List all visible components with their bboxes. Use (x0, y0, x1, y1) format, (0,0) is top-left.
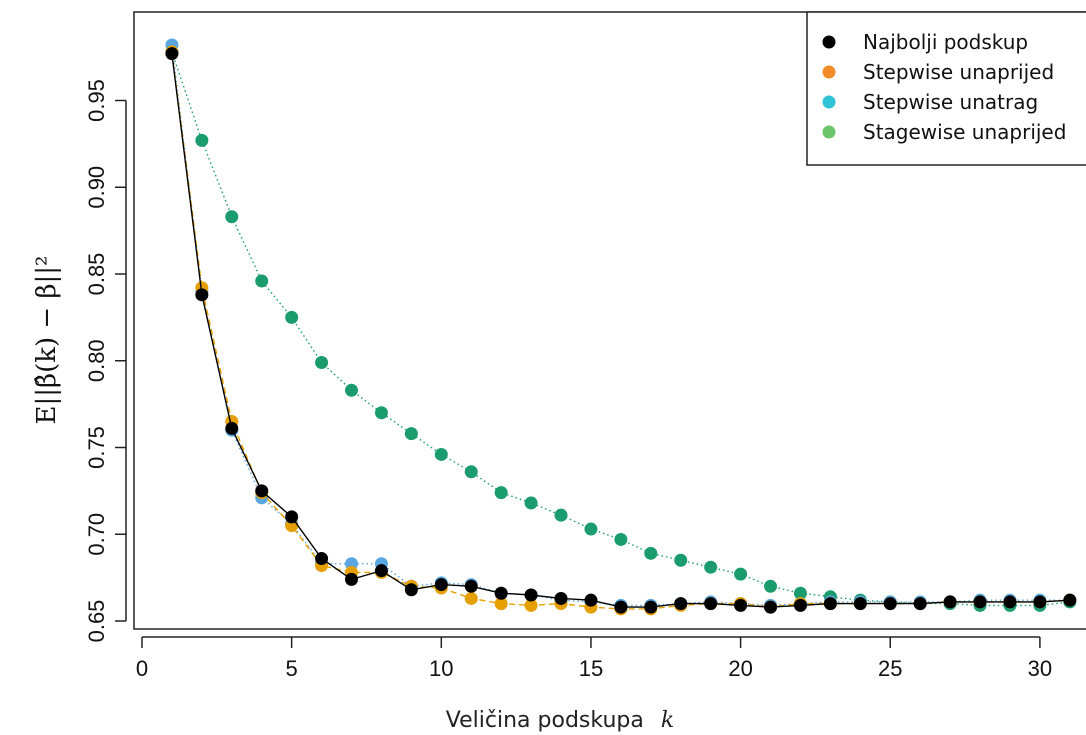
data-point (704, 560, 718, 574)
legend-label: Najbolji podskup (863, 30, 1028, 54)
x-tick-label: 5 (286, 656, 298, 681)
data-point (1003, 595, 1017, 609)
y-tick-label: 0.85 (84, 253, 109, 296)
y-axis-title: E||β̂(k) − β||² (32, 256, 62, 425)
data-point (883, 597, 897, 611)
legend-marker (822, 35, 836, 49)
data-point (1033, 595, 1047, 609)
y-tick-label: 0.80 (84, 339, 109, 382)
data-point (494, 586, 508, 600)
legend-marker (822, 125, 836, 139)
data-point (195, 288, 209, 302)
data-point (793, 586, 807, 600)
x-axis-symbol: k (661, 708, 674, 733)
x-axis: 0 5 10 15 20 25 30 (136, 636, 1052, 681)
legend-marker (822, 95, 836, 109)
data-point (315, 552, 329, 566)
legend-label: Stepwise unatrag (863, 90, 1038, 114)
y-tick-label: 0.70 (84, 513, 109, 556)
data-point (734, 598, 748, 612)
data-point (943, 595, 957, 609)
legend-label: Stepwise unaprijed (863, 60, 1054, 84)
legend-marker (822, 65, 836, 79)
y-tick-label: 0.95 (84, 79, 109, 122)
x-axis-title: Veličina podskupa k (446, 708, 674, 733)
data-point (404, 427, 418, 441)
y-tick-label: 0.75 (84, 426, 109, 469)
data-point (734, 567, 748, 581)
series-3 (165, 47, 1077, 614)
data-point (165, 47, 179, 61)
data-point (285, 510, 299, 524)
legend-items: Najbolji podskup Stepwise unaprijed Stepwi… (822, 30, 1066, 144)
data-point (584, 522, 598, 536)
data-point (374, 564, 388, 578)
data-point (674, 553, 688, 567)
data-point (554, 591, 568, 605)
legend-label: Stagewise unaprijed (863, 120, 1066, 144)
data-point (1063, 593, 1077, 607)
x-tick-label: 15 (579, 656, 603, 681)
data-point (434, 578, 448, 592)
data-point (554, 508, 568, 522)
legend: Najbolji podskup Stepwise unaprijed Stepwi… (806, 11, 1086, 166)
x-tick-label: 0 (136, 656, 148, 681)
data-point (464, 465, 478, 479)
data-point (524, 496, 538, 510)
data-point (614, 532, 628, 546)
data-point (764, 600, 778, 614)
data-point (225, 421, 239, 435)
data-point (584, 593, 598, 607)
data-point (614, 600, 628, 614)
data-point (704, 597, 718, 611)
data-point (195, 133, 209, 147)
x-axis-title-text: Veličina podskupa (446, 708, 644, 733)
data-point (464, 579, 478, 593)
data-point (434, 447, 448, 461)
data-point (644, 600, 658, 614)
data-point (404, 583, 418, 597)
x-tick-label: 30 (1028, 656, 1052, 681)
data-point (225, 210, 239, 224)
data-point (345, 383, 359, 397)
data-point (524, 598, 538, 612)
data-point (524, 588, 538, 602)
data-point (285, 310, 299, 324)
data-point (674, 597, 688, 611)
y-tick-label: 0.90 (84, 166, 109, 209)
data-point (494, 597, 508, 611)
y-tick-label: 0.65 (84, 600, 109, 643)
data-point (255, 274, 269, 288)
data-point (464, 591, 478, 605)
plot-area-frame (133, 11, 1086, 630)
data-point (913, 597, 927, 611)
y-axis: 0.65 0.70 0.75 0.80 0.85 0.90 0.95 (84, 79, 127, 643)
x-tick-label: 10 (429, 656, 453, 681)
data-point (973, 595, 987, 609)
series-layer (165, 38, 1077, 616)
data-point (764, 579, 778, 593)
data-point (315, 355, 329, 369)
x-tick-label: 25 (878, 656, 902, 681)
x-tick-label: 20 (728, 656, 752, 681)
data-point (255, 484, 269, 498)
data-point (793, 598, 807, 612)
data-point (823, 597, 837, 611)
data-point (345, 572, 359, 586)
data-point (644, 546, 658, 560)
data-point (374, 406, 388, 420)
data-point (494, 486, 508, 500)
legend-box (806, 11, 1086, 166)
data-point (853, 597, 867, 611)
